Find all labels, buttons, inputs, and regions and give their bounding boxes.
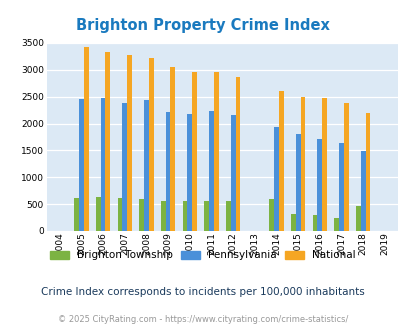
Bar (364, 113, 369, 231)
Bar (122, 103, 127, 231)
Bar (100, 98, 105, 231)
Bar (96, 197, 100, 231)
Bar (300, 97, 305, 231)
Bar (170, 67, 175, 231)
Bar (213, 72, 218, 231)
Bar (322, 98, 326, 231)
Bar (192, 72, 196, 231)
Text: © 2025 CityRating.com - https://www.cityrating.com/crime-statistics/: © 2025 CityRating.com - https://www.city… (58, 315, 347, 324)
Bar (355, 206, 360, 231)
Bar (79, 99, 83, 231)
Bar (74, 198, 79, 231)
Bar (360, 151, 364, 231)
Bar (148, 58, 153, 231)
Bar (209, 112, 213, 231)
Text: Crime Index corresponds to incidents per 100,000 inhabitants: Crime Index corresponds to incidents per… (41, 287, 364, 297)
Bar (105, 52, 110, 231)
Bar (343, 103, 348, 231)
Bar (334, 217, 338, 231)
Bar (117, 198, 122, 231)
Bar (83, 47, 88, 231)
Bar (235, 77, 240, 231)
Bar (269, 199, 273, 231)
Bar (160, 201, 165, 231)
Legend: Brighton Township, Pennsylvania, National: Brighton Township, Pennsylvania, Nationa… (50, 250, 355, 260)
Bar (273, 127, 278, 231)
Bar (290, 214, 295, 231)
Bar (226, 201, 230, 231)
Bar (144, 100, 148, 231)
Bar (278, 91, 283, 231)
Bar (182, 201, 187, 231)
Bar (165, 112, 170, 231)
Bar (230, 115, 235, 231)
Bar (127, 55, 132, 231)
Bar (317, 139, 322, 231)
Bar (295, 134, 300, 231)
Bar (204, 201, 209, 231)
Text: Brighton Property Crime Index: Brighton Property Crime Index (76, 18, 329, 33)
Bar (139, 199, 144, 231)
Bar (338, 144, 343, 231)
Bar (187, 114, 192, 231)
Bar (312, 215, 317, 231)
